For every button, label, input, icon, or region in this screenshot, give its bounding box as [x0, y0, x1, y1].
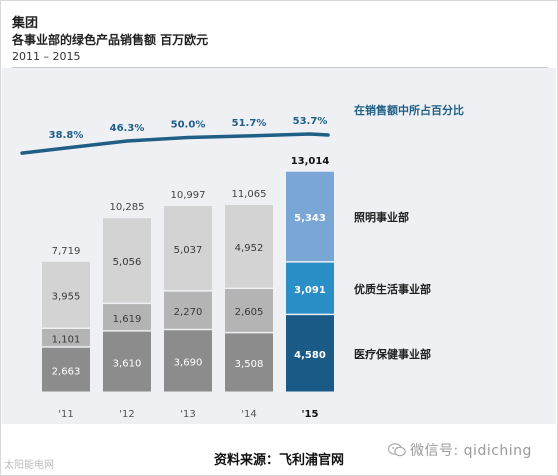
- share-label-5: 53.7%: [293, 116, 328, 127]
- header-divider: [12, 67, 548, 68]
- segment-value-label-1-2: 3,610: [113, 358, 142, 369]
- x-tick-label-1: '11: [58, 409, 73, 420]
- bar-segment-3-5: [286, 171, 334, 262]
- share-label-2: 46.3%: [110, 123, 145, 134]
- bar-total-label-1: 7,719: [52, 246, 81, 257]
- share-label-4: 51.7%: [232, 118, 267, 129]
- segment-value-label-2-5: 3,091: [294, 285, 326, 296]
- segment-value-label-3-4: 4,952: [235, 243, 264, 254]
- bar-segment-2-4: [225, 289, 273, 332]
- legend-series-1: 医疗保健事业部: [354, 347, 431, 361]
- segment-value-label-1-1: 2,663: [52, 366, 81, 377]
- bar-segment-2-2: [103, 304, 151, 331]
- bar-segment-1-1: [42, 347, 90, 392]
- segment-value-label-2-2: 1,619: [113, 314, 142, 325]
- x-tick-label-5: '15: [302, 409, 319, 420]
- wechat-watermark: 微信号: qidiching: [388, 440, 532, 460]
- bar-total-label-3: 10,997: [171, 190, 206, 201]
- share-label-1: 38.8%: [49, 130, 84, 141]
- segment-value-label-2-4: 2,605: [235, 307, 264, 318]
- bar-total-label-4: 11,065: [232, 189, 267, 200]
- x-tick-label-4: '14: [241, 409, 256, 420]
- bar-segment-2-1: [42, 329, 90, 347]
- segment-value-label-3-3: 5,037: [174, 245, 203, 256]
- segment-value-label-3-2: 5,056: [113, 257, 142, 268]
- bar-segment-3-2: [103, 218, 151, 303]
- segment-value-label-1-3: 3,690: [174, 358, 203, 369]
- chart-area: 2,663 1,101 3,955 7,719 '11 3,610 1,619 5,056 10…: [2, 68, 556, 424]
- segment-value-label-1-4: 3,508: [235, 359, 264, 370]
- wechat-icon: [388, 443, 406, 457]
- bar-segment-2-3: [164, 291, 212, 329]
- wechat-text: 微信号: qidiching: [410, 443, 532, 459]
- segment-value-label-3-1: 3,955: [52, 291, 81, 302]
- chart-title: 集团: [12, 16, 39, 31]
- x-tick-label-3: '13: [180, 409, 195, 420]
- segment-value-label-1-5: 4,580: [294, 350, 326, 361]
- legend-series-3: 照明事业部: [354, 210, 409, 224]
- corner-watermark: 太阳能电网: [4, 460, 54, 471]
- bar-total-label-5: 13,014: [291, 156, 330, 167]
- chart-subtitle: 各事业部的绿色产品销售额 百万欧元: [12, 33, 209, 47]
- segment-value-label-2-1: 1,101: [52, 334, 81, 345]
- bar-segment-3-1: [42, 261, 90, 328]
- share-percentage-line: [20, 132, 330, 155]
- stacked-bar-chart: 2,663 1,101 3,955 7,719 '11 3,610 1,619 5,056 10…: [20, 103, 464, 420]
- bar-segment-3-4: [225, 204, 273, 288]
- legend-series-2: 优质生活事业部: [354, 282, 431, 296]
- legend-share-line: 在销售额中所占百分比: [354, 103, 464, 117]
- segment-value-label-2-3: 2,270: [174, 307, 203, 318]
- segment-value-label-3-5: 5,343: [294, 213, 326, 224]
- bar-segment-1-2: [103, 331, 151, 392]
- bar-total-label-2: 10,285: [110, 202, 145, 213]
- share-label-3: 50.0%: [171, 119, 206, 130]
- source-note: 资料来源：飞利浦官网: [213, 453, 344, 468]
- x-tick-label-2: '12: [119, 409, 134, 420]
- bar-segment-1-3: [164, 330, 212, 392]
- bar-segment-1-4: [225, 333, 273, 392]
- bar-segment-2-5: [286, 262, 334, 314]
- bar-segment-1-5: [286, 315, 334, 392]
- chart-period: 2011 – 2015: [12, 50, 81, 63]
- bar-segment-3-3: [164, 206, 212, 291]
